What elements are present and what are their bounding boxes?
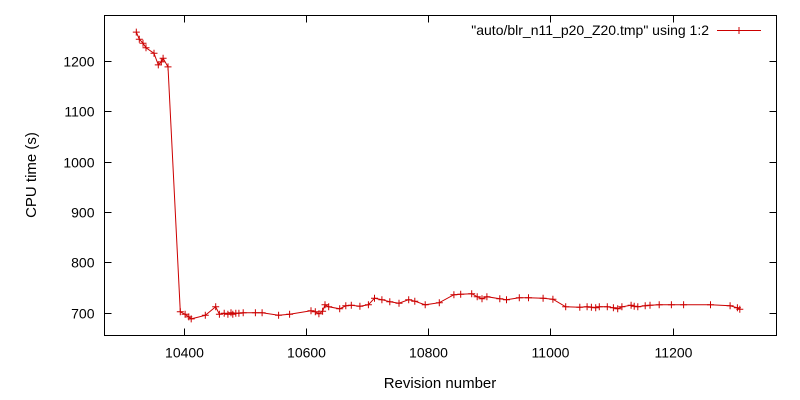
data-point [503,296,510,304]
data-point [319,307,327,315]
data-point [315,310,323,318]
data-point [275,311,283,319]
series-line [135,31,741,320]
data-point [646,301,654,309]
x-axis-ticks: 10400 10600 10800 11000 11200 [165,15,693,361]
data-point [371,294,378,302]
data-point [212,303,220,311]
data-point [736,305,744,313]
data-point [726,302,734,310]
x-tick-label: 10400 [165,345,204,361]
y-tick-label: 1200 [63,54,94,70]
data-point [239,309,247,317]
data-point [336,305,344,313]
data-point [411,297,419,305]
data-point [154,61,162,69]
data-point [655,301,663,309]
data-point [164,63,172,71]
x-tick-label: 11200 [655,345,693,361]
data-point [525,294,532,302]
data-point [187,315,195,323]
data-point [496,295,504,303]
data-point [176,308,184,316]
data-point [142,44,150,52]
legend-label: "auto/blr_n11_p20_Z20.tmp" using 1:2 [471,22,709,38]
data-point [603,303,611,311]
data-point [667,301,675,309]
x-axis-title: Revision number [384,375,497,392]
y-axis-title: CPU time (s) [23,132,40,218]
data-point [325,303,333,311]
data-point [139,39,147,47]
data-point [609,304,617,312]
data-point [457,290,465,298]
y-tick-label: 700 [71,306,95,322]
data-point [614,305,622,313]
data-point [478,295,486,303]
data-point [251,309,259,317]
data-point [215,310,223,318]
legend-marker-cross [735,27,743,34]
data-point [618,303,626,311]
y-tick-label: 1100 [64,104,94,120]
x-tick-label: 10600 [287,345,326,361]
data-point [307,307,315,315]
data-point [378,296,386,304]
data-point [707,301,714,309]
data-point [576,303,584,311]
data-point [450,291,458,299]
data-point [549,295,557,303]
data-point [515,294,523,302]
data-point [592,304,600,312]
data-point [539,294,547,302]
data-point [468,290,476,298]
data-point [473,293,481,301]
data-point [286,310,294,318]
data-point [321,301,329,309]
x-tick-label: 10800 [409,345,448,361]
data-point [132,28,140,36]
data-point [680,301,688,309]
y-tick-label: 1000 [63,155,94,171]
data-point [435,299,443,307]
plot-frame [104,15,777,336]
x-tick-label: 11000 [532,345,570,361]
data-point [627,301,635,309]
series-layer [132,28,744,323]
data-point [135,35,143,43]
data-point [181,310,189,318]
data-point [562,303,570,311]
data-point [229,310,237,318]
data-point [483,293,491,301]
data-point [364,301,372,309]
y-axis-ticks: 700 800 900 1000 1100 1200 [63,54,777,322]
data-point [421,301,429,309]
data-point [220,309,228,317]
y-tick-label: 900 [71,205,95,221]
legend: "auto/blr_n11_p20_Z20.tmp" using 1:2 [471,22,761,38]
data-point [405,296,413,304]
data-point [395,299,403,307]
legend-marker [735,27,743,34]
data-point [159,54,167,62]
data-point [347,301,355,309]
data-point [157,58,165,66]
data-point [386,298,394,306]
data-point [258,309,266,317]
data-point [634,303,642,311]
data-point [201,311,209,319]
y-tick-label: 800 [71,255,95,271]
data-point [595,303,603,311]
data-point [150,49,158,57]
data-point [356,302,364,310]
data-point [311,308,319,316]
